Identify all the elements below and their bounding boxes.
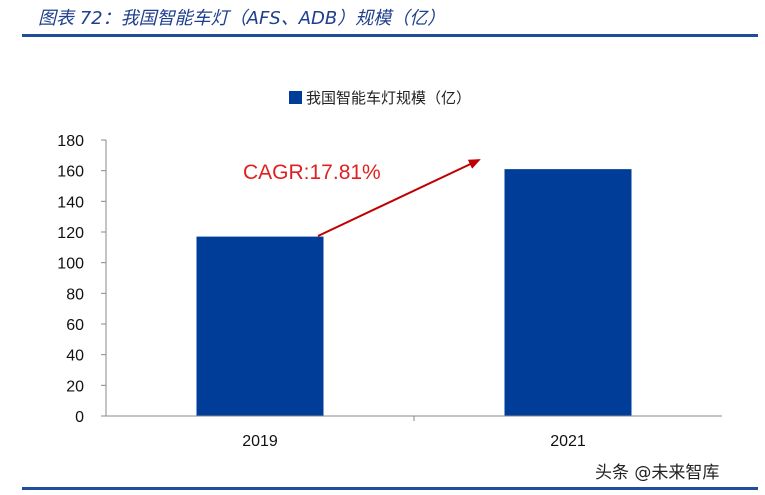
top-rule xyxy=(22,34,758,37)
y-tick-label: 80 xyxy=(66,286,84,303)
cagr-annotation: CAGR:17.81% xyxy=(243,161,381,184)
y-tick-label: 40 xyxy=(66,348,84,365)
y-tick-label: 60 xyxy=(66,317,84,334)
legend-label: 我国智能车灯规模（亿） xyxy=(306,89,471,107)
figure-title: 图表 72：我国智能车灯（AFS、ADB）规模（亿） xyxy=(38,8,446,29)
cagr-arrow xyxy=(317,159,481,237)
y-tick-label: 20 xyxy=(66,378,84,395)
y-tick-label: 120 xyxy=(57,225,84,242)
bar-2021 xyxy=(504,169,632,416)
y-tick-label: 160 xyxy=(57,164,84,181)
y-tick-label: 180 xyxy=(57,133,84,150)
y-tick-label: 140 xyxy=(57,194,84,211)
y-tick-label: 100 xyxy=(57,256,84,273)
x-tick-label: 2021 xyxy=(550,433,586,450)
watermark: 头条 @未来智库 xyxy=(595,463,720,483)
bar-2019 xyxy=(196,236,324,416)
x-tick-label: 2019 xyxy=(242,433,278,450)
bottom-rule xyxy=(22,487,758,490)
y-tick-label: 0 xyxy=(75,409,84,426)
legend-swatch xyxy=(289,91,302,104)
